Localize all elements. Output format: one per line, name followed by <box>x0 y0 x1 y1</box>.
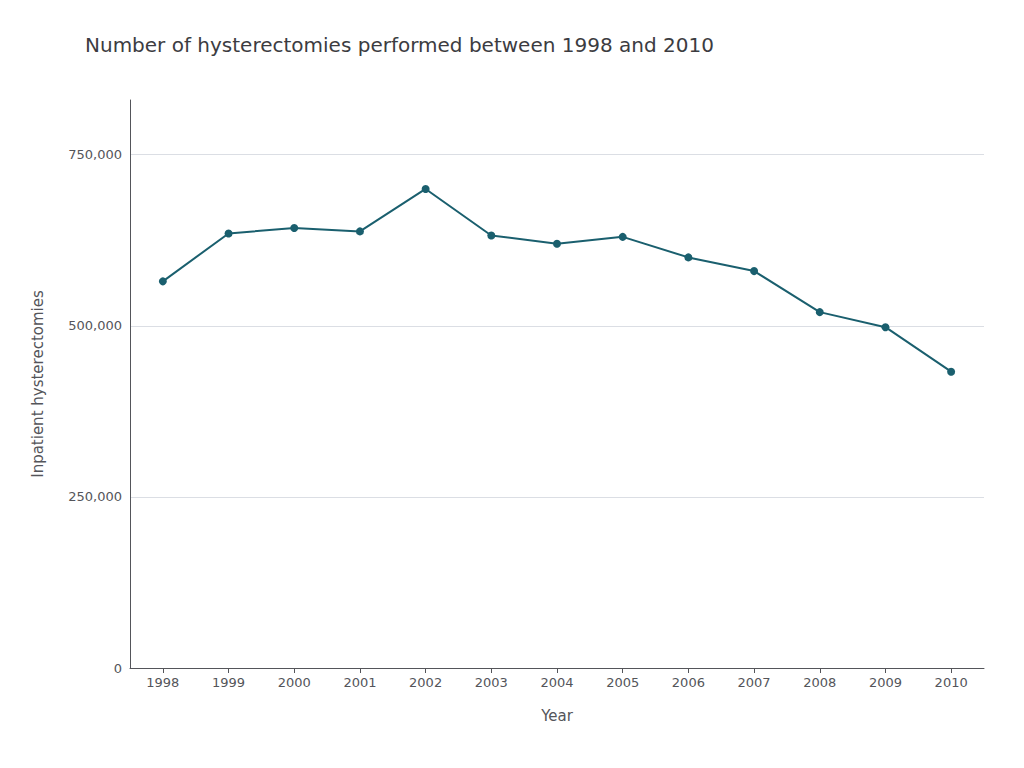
svg-text:1999: 1999 <box>212 675 245 690</box>
svg-text:2010: 2010 <box>935 675 968 690</box>
svg-text:500,000: 500,000 <box>68 318 122 333</box>
svg-text:2009: 2009 <box>869 675 902 690</box>
svg-text:2002: 2002 <box>409 675 442 690</box>
svg-text:2001: 2001 <box>343 675 376 690</box>
svg-text:Number of hysterectomies perfo: Number of hysterectomies performed betwe… <box>85 33 714 57</box>
svg-text:2003: 2003 <box>475 675 508 690</box>
svg-text:2004: 2004 <box>540 675 573 690</box>
svg-text:Inpatient hysterectomies: Inpatient hysterectomies <box>29 290 47 478</box>
svg-text:1998: 1998 <box>146 675 179 690</box>
svg-text:2000: 2000 <box>278 675 311 690</box>
svg-text:2007: 2007 <box>738 675 771 690</box>
svg-text:250,000: 250,000 <box>68 489 122 504</box>
svg-text:2006: 2006 <box>672 675 705 690</box>
svg-text:Year: Year <box>540 707 574 725</box>
svg-text:750,000: 750,000 <box>68 147 122 162</box>
svg-text:2008: 2008 <box>803 675 836 690</box>
svg-text:0: 0 <box>114 661 122 676</box>
svg-text:2005: 2005 <box>606 675 639 690</box>
